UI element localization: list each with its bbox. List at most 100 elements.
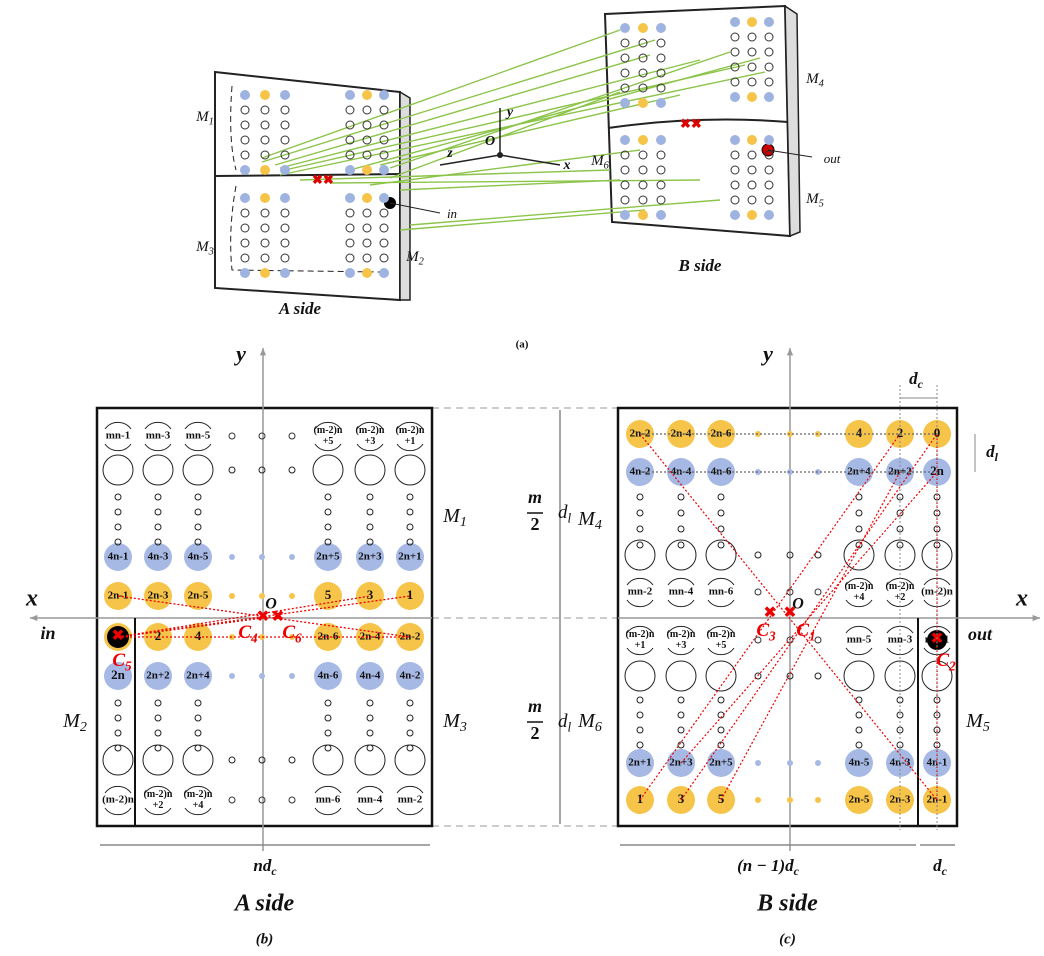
dot	[367, 715, 373, 721]
mini-spot	[260, 193, 270, 203]
dot	[856, 712, 862, 718]
mirror-label: M1	[195, 109, 214, 127]
arc	[627, 578, 653, 585]
fraction-den: 2	[531, 723, 540, 743]
dot	[407, 715, 413, 721]
axis-y-head	[787, 348, 793, 355]
dot	[325, 524, 331, 530]
port-label: in	[447, 206, 457, 221]
mini-spot	[747, 17, 757, 27]
side-label: A side	[233, 891, 295, 917]
big-spot	[395, 455, 425, 485]
dot	[678, 542, 684, 548]
big-spot	[625, 661, 655, 691]
spot-label: 4n-4	[360, 670, 381, 682]
dot	[115, 509, 121, 515]
axis-label: x	[1015, 586, 1028, 612]
spot-label-line: +3	[676, 640, 687, 651]
spot-label: 2n+5	[709, 757, 733, 769]
dot	[325, 745, 331, 751]
arc	[145, 444, 171, 451]
small-spot	[259, 797, 265, 803]
small-spot	[229, 593, 235, 599]
mirror-label: M4	[805, 71, 825, 89]
dimension-label: ndc	[253, 856, 277, 878]
mini-spot	[260, 268, 270, 278]
mini-spot	[240, 268, 250, 278]
spot-label: 2n-5	[849, 794, 870, 806]
mini-spot	[620, 98, 630, 108]
dot	[115, 730, 121, 736]
dot	[155, 745, 161, 751]
spot-label: (m-2)n	[102, 794, 134, 806]
spot-label: 4n-6	[318, 670, 339, 682]
dot	[195, 745, 201, 751]
mini-spot	[656, 135, 666, 145]
dot	[637, 727, 643, 733]
dot	[407, 494, 413, 500]
dot	[407, 700, 413, 706]
small-spot	[229, 797, 235, 803]
label-base: C	[796, 620, 809, 641]
spot-label-line: (m-2)n	[314, 425, 343, 436]
small-spot	[259, 554, 265, 560]
ray	[681, 434, 937, 800]
mirror-label: M2	[62, 710, 87, 736]
dot	[637, 542, 643, 548]
spot-label: (m-2)n+5	[707, 629, 736, 651]
spot-label: (m-2)n+4	[184, 789, 213, 811]
arc	[397, 786, 423, 793]
big-spot	[183, 455, 213, 485]
fraction-num: m	[528, 696, 542, 716]
spot-label: (m-2)n+2	[886, 581, 915, 603]
label-base: C	[238, 622, 251, 643]
spot-label: (m-2)n+1	[396, 425, 425, 447]
spot-label-line: +1	[635, 640, 646, 651]
big-spot	[143, 455, 173, 485]
mini-spot	[379, 165, 389, 175]
dot	[637, 510, 643, 516]
spot-label: (m-2)n+3	[356, 425, 385, 447]
big-spot	[183, 745, 213, 775]
dot	[755, 552, 761, 558]
dot	[856, 742, 862, 748]
arc	[185, 422, 211, 429]
mirror-label: M1	[442, 505, 467, 531]
dot	[195, 509, 201, 515]
label-sub: 6	[604, 161, 610, 172]
label-sub: 2	[80, 720, 87, 735]
mini-spot	[345, 165, 355, 175]
dimension-label: (n − 1)dc	[737, 856, 800, 878]
dot	[115, 700, 121, 706]
label-sub: c	[794, 864, 800, 878]
label-sub: 3	[459, 720, 467, 735]
label-base: C	[112, 650, 125, 671]
mini-spot	[747, 210, 757, 220]
big-spot	[666, 661, 696, 691]
spot-label-line: +5	[716, 640, 727, 651]
dot	[229, 757, 235, 763]
cross-mark: ✖✖	[312, 172, 334, 187]
spot-label-line: +3	[365, 436, 376, 447]
small-spot	[259, 433, 265, 439]
arc	[357, 786, 383, 793]
arc	[668, 578, 694, 585]
label-sub: 3	[768, 629, 776, 644]
label-base: M	[62, 710, 81, 732]
axis-label: y	[233, 341, 246, 366]
spot-label-line: +4	[854, 592, 865, 603]
spot-label-line: (m-2)n	[626, 629, 655, 640]
spot-label: (m-2)n+2	[144, 789, 173, 811]
dot	[678, 494, 684, 500]
dot	[815, 552, 821, 558]
axis-label: x	[563, 158, 571, 173]
arc	[708, 578, 734, 585]
spot-label: mn-5	[847, 634, 872, 646]
small-spot	[815, 760, 821, 766]
fraction-num: m	[528, 487, 542, 507]
big-spot	[313, 455, 343, 485]
spot-label: 4n-3	[148, 551, 169, 563]
mini-spot	[362, 90, 372, 100]
label-sub: 4	[595, 518, 602, 533]
arc	[357, 808, 383, 815]
